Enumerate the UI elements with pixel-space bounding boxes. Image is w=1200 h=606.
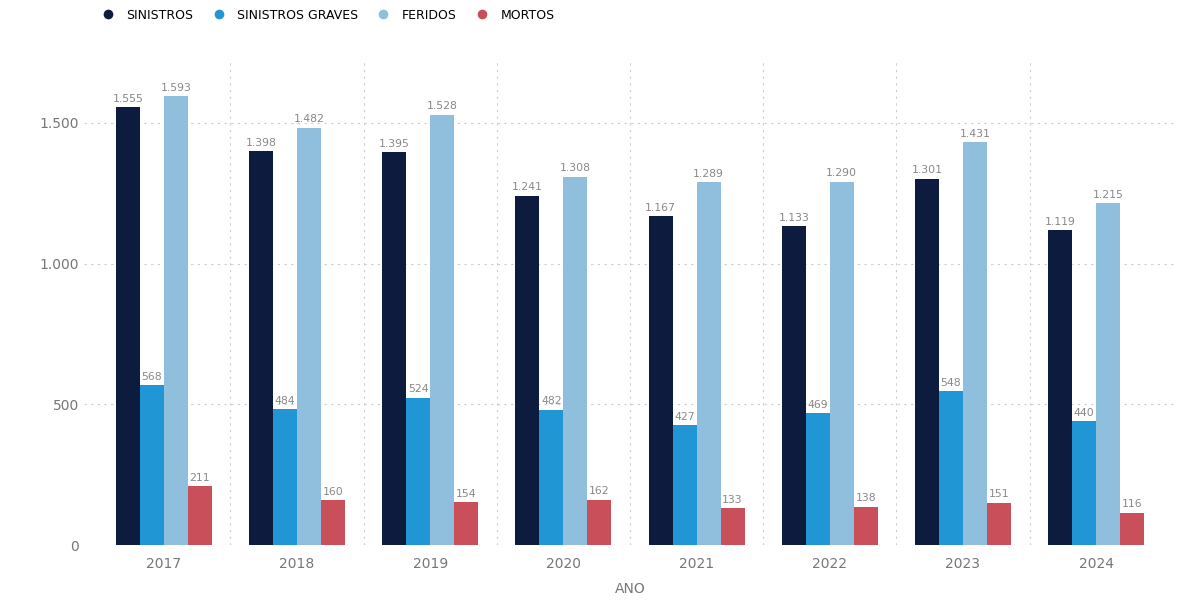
Text: 524: 524 xyxy=(408,384,428,395)
Bar xyxy=(407,398,431,545)
Bar xyxy=(322,501,346,545)
Bar xyxy=(1048,230,1072,545)
Bar xyxy=(564,177,587,545)
Bar xyxy=(853,507,877,545)
Text: 1.289: 1.289 xyxy=(694,168,724,179)
Bar xyxy=(116,107,140,545)
Text: 1.308: 1.308 xyxy=(560,164,590,173)
Text: 440: 440 xyxy=(1074,408,1094,418)
Text: 1.133: 1.133 xyxy=(779,213,809,222)
Text: 1.395: 1.395 xyxy=(379,139,409,149)
Bar xyxy=(962,142,986,545)
Bar xyxy=(1072,421,1096,545)
Text: 1.528: 1.528 xyxy=(427,101,457,112)
Bar xyxy=(986,503,1010,545)
Bar xyxy=(1096,203,1120,545)
Text: 1.593: 1.593 xyxy=(161,83,191,93)
Bar xyxy=(805,413,829,545)
Text: 211: 211 xyxy=(190,473,210,482)
Bar xyxy=(540,410,564,545)
Text: 1.215: 1.215 xyxy=(1093,190,1123,199)
Text: 1.290: 1.290 xyxy=(827,168,857,178)
Text: 469: 469 xyxy=(808,400,828,410)
Bar xyxy=(140,385,164,545)
Bar xyxy=(188,486,212,545)
Bar xyxy=(720,508,744,545)
Bar xyxy=(383,152,407,545)
Text: 1.167: 1.167 xyxy=(646,203,676,213)
Text: 160: 160 xyxy=(323,487,343,497)
Text: 484: 484 xyxy=(275,396,295,405)
Bar xyxy=(587,500,611,545)
Bar xyxy=(274,409,298,545)
Text: 1.301: 1.301 xyxy=(912,165,942,175)
Bar xyxy=(829,182,853,545)
Legend: SINISTROS, SINISTROS GRAVES, FERIDOS, MORTOS: SINISTROS, SINISTROS GRAVES, FERIDOS, MO… xyxy=(90,4,560,27)
Text: 427: 427 xyxy=(674,411,695,422)
Bar xyxy=(298,128,322,545)
Bar xyxy=(914,179,938,545)
Text: 162: 162 xyxy=(589,487,610,496)
Bar xyxy=(250,152,274,545)
Text: 138: 138 xyxy=(856,493,876,503)
X-axis label: ANO: ANO xyxy=(614,582,646,596)
Text: 1.241: 1.241 xyxy=(512,182,542,192)
Bar xyxy=(782,226,805,545)
Bar xyxy=(696,182,720,545)
Text: 548: 548 xyxy=(941,378,961,388)
Text: 151: 151 xyxy=(989,490,1009,499)
Bar xyxy=(164,96,188,545)
Bar xyxy=(1120,513,1144,545)
Bar xyxy=(673,425,696,545)
Text: 154: 154 xyxy=(456,488,476,499)
Text: 1.555: 1.555 xyxy=(113,94,143,104)
Bar xyxy=(938,391,962,545)
Text: 1.482: 1.482 xyxy=(294,115,324,124)
Text: 568: 568 xyxy=(142,372,162,382)
Text: 1.398: 1.398 xyxy=(246,138,276,148)
Bar xyxy=(455,502,478,545)
Text: 482: 482 xyxy=(541,396,562,406)
Bar xyxy=(431,115,455,545)
Text: 1.431: 1.431 xyxy=(960,128,990,139)
Text: 116: 116 xyxy=(1122,499,1142,509)
Text: 1.119: 1.119 xyxy=(1045,216,1075,227)
Bar xyxy=(516,196,540,545)
Text: 133: 133 xyxy=(722,494,743,505)
Bar xyxy=(649,216,673,545)
